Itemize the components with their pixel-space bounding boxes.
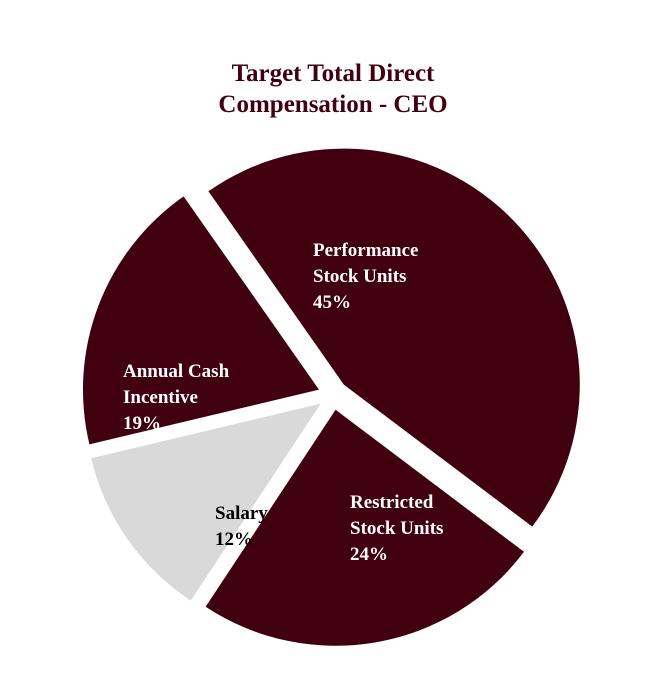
pie-slice-label-line-0-1: Stock Units: [313, 266, 406, 287]
pie-slice-label-line-1-1: Stock Units: [350, 518, 443, 539]
pie-slice-label-1: Restricted Stock Units 24%: [350, 492, 443, 565]
pie-slice-label-0: Performance Stock Units 45%: [313, 240, 419, 313]
chart-title-line-2: Compensation - CEO: [218, 91, 448, 118]
pie-slice-label-line-0-0: Performance: [313, 240, 419, 261]
chart-title: Target Total Direct Compensation - CEO: [0, 58, 666, 120]
pie-slice-label-line-1-0: Restricted: [350, 492, 434, 513]
pie-slice-value-1: 24%: [350, 544, 388, 565]
pie-slice-0: [208, 148, 580, 527]
chart-title-line-1: Target Total Direct: [231, 60, 435, 87]
pie-slice-label-line-2-0: Salary: [215, 503, 268, 524]
pie-slice-label-3: Annual Cash Incentive 19%: [123, 361, 230, 434]
pie-slice-1: [205, 409, 525, 646]
pie-slice-label-2: Salary 12%: [215, 503, 268, 550]
pie-slice-value-0: 45%: [313, 292, 351, 313]
pie-slice-3: [82, 196, 319, 445]
pie-slice-value-3: 19%: [123, 413, 161, 434]
pie-slice-value-2: 12%: [215, 529, 253, 550]
pie-slice-2: [91, 403, 321, 601]
pie-slice-label-line-3-0: Annual Cash: [123, 361, 230, 382]
pie-slice-label-line-3-1: Incentive: [123, 387, 198, 408]
